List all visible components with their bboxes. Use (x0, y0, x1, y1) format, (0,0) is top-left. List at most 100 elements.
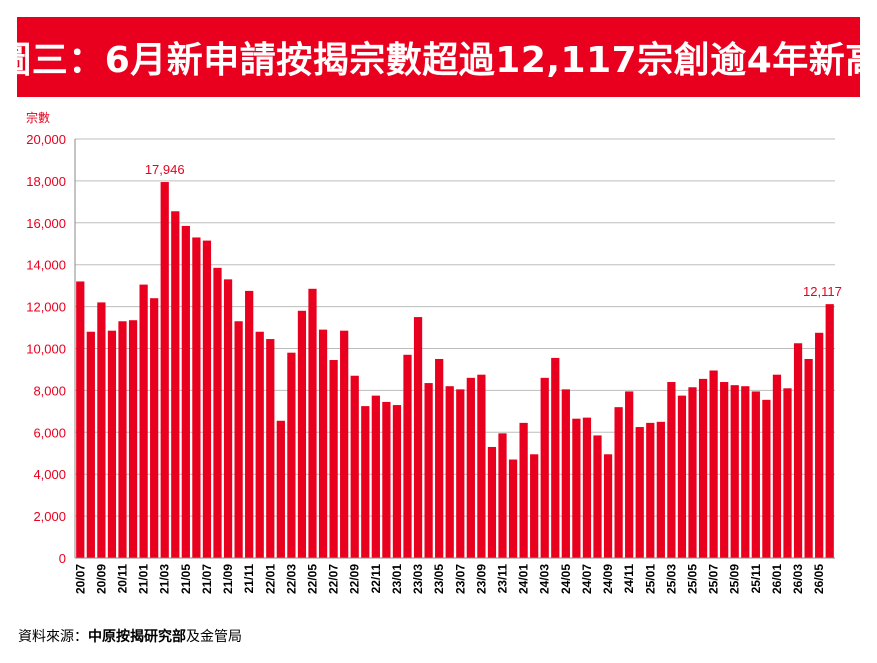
bar (118, 321, 127, 558)
bar (741, 386, 750, 558)
y-tick-label: 0 (59, 551, 66, 566)
x-tick-label: 22/05 (306, 564, 320, 594)
bar (223, 279, 233, 558)
x-tick-label: 24/03 (538, 564, 552, 594)
bar (382, 401, 391, 558)
bar (561, 389, 570, 558)
bar (139, 284, 148, 558)
x-tick-label: 23/05 (432, 564, 446, 594)
y-tick-label: 16,000 (26, 216, 66, 231)
x-tick-label: 26/03 (791, 564, 805, 594)
bar (466, 377, 475, 558)
bar (255, 331, 264, 558)
bar (751, 391, 760, 558)
bar (815, 332, 824, 558)
x-tick-label: 23/11 (496, 564, 510, 594)
bar (350, 375, 359, 558)
bar (361, 406, 370, 558)
x-tick-label: 24/05 (559, 564, 573, 594)
x-tick-label: 22/09 (348, 564, 362, 594)
y-axis-title: 宗數 (26, 110, 50, 125)
bar (76, 281, 85, 558)
x-tick-label: 21/07 (200, 564, 214, 594)
y-tick-label: 18,000 (26, 174, 66, 189)
x-tick-label: 20/09 (94, 564, 108, 594)
x-tick-label: 25/03 (664, 564, 678, 594)
bar (656, 421, 665, 558)
bar (804, 358, 813, 558)
bar (340, 330, 349, 558)
bar (698, 378, 708, 558)
bar (730, 385, 739, 558)
x-tick-label: 24/01 (517, 564, 531, 594)
x-tick-label: 23/03 (411, 564, 425, 594)
source-note: 資料來源：中原按揭研究部及金管局 (18, 626, 242, 646)
x-tick-label: 25/11 (749, 564, 763, 594)
x-tick-label: 24/11 (622, 564, 636, 594)
bar (435, 358, 444, 558)
bar (107, 330, 117, 558)
bar (424, 383, 433, 558)
y-tick-label: 20,000 (26, 132, 66, 147)
bar (171, 211, 180, 558)
bar (572, 418, 581, 558)
bar (329, 360, 338, 558)
bar (392, 405, 402, 558)
y-tick-label: 14,000 (26, 258, 66, 273)
data-labels: 17,946 12,117 (145, 162, 842, 299)
bar (508, 459, 518, 558)
bar (181, 225, 190, 558)
y-tick-label: 2,000 (33, 509, 66, 524)
y-tick-label: 6,000 (33, 425, 66, 440)
bar (213, 267, 222, 558)
x-tick-label: 21/03 (158, 564, 172, 594)
bar (772, 374, 782, 558)
x-tick-label: 25/07 (707, 564, 721, 594)
bar (86, 331, 95, 558)
page-title: 圖三：6月新申請按揭宗數超過12,117宗創逾4年新高 (0, 40, 877, 81)
bar (192, 237, 201, 558)
source-secondary: 及金管局 (186, 629, 242, 645)
bar (445, 386, 454, 558)
title-banner: 圖三：6月新申請按揭宗數超過12,117宗創逾4年新高 (0, 17, 877, 97)
bar (498, 433, 507, 558)
data-label: 12,117 (803, 284, 842, 299)
x-tick-label: 22/01 (263, 564, 277, 594)
bar (297, 310, 307, 558)
x-tick-label: 22/03 (284, 564, 298, 594)
bar (413, 317, 423, 558)
x-tick-label: 25/09 (728, 564, 742, 594)
x-axis: 20/07 20/09 20/11 21/01 21/03 21/05 21/07 21/09… (73, 557, 835, 594)
bar (128, 320, 138, 558)
bar (603, 454, 613, 558)
y-tick-label: 4,000 (33, 467, 66, 482)
x-tick-label: 24/07 (580, 564, 594, 594)
bar (783, 388, 792, 558)
gridlines (75, 138, 835, 559)
y-axis: 0 2,000 4,000 6,000 8,000 10,000 12,000 14,000 1… (26, 132, 76, 566)
x-tick-label: 21/05 (179, 564, 193, 594)
x-tick-label: 20/07 (73, 564, 87, 594)
bar (646, 422, 655, 558)
bar (709, 370, 718, 558)
bars (76, 182, 834, 559)
bar (625, 391, 634, 558)
bar (245, 290, 254, 558)
x-tick-label: 23/01 (390, 564, 404, 594)
x-tick-label: 23/07 (453, 564, 467, 594)
x-tick-label: 22/07 (327, 564, 341, 594)
bar (635, 427, 644, 558)
bar-chart: 0 2,000 4,000 6,000 8,000 10,000 12,000 14,000 1… (26, 110, 842, 594)
y-tick-label: 10,000 (26, 342, 66, 357)
source-primary: 中原按揭研究部 (88, 629, 186, 645)
x-tick-label: 21/11 (242, 564, 256, 594)
x-tick-label: 20/11 (116, 564, 130, 594)
x-tick-label: 25/01 (643, 564, 657, 594)
bar (234, 321, 243, 558)
bar (825, 304, 834, 558)
bar (308, 288, 317, 558)
bar (477, 374, 486, 558)
y-tick-label: 8,000 (33, 383, 66, 398)
bar (318, 329, 328, 558)
bar (530, 454, 539, 558)
